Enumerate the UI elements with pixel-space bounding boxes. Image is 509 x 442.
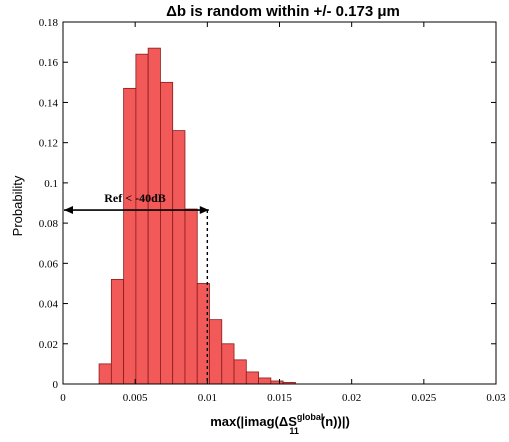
x-tick-label: 0 [60,392,66,404]
y-tick-label: 0.08 [39,218,59,230]
y-tick-label: 0.14 [39,97,59,109]
histogram-bar [110,279,125,385]
y-tick-label: 0.1 [44,178,58,190]
y-tick-label: 0.18 [39,17,59,29]
x-axis-label: max(|imag(ΔSglobal 11 (n))|) [210,412,350,436]
histogram-bar [135,53,149,385]
y-tick-label: 0.02 [39,339,58,351]
annotation-group [64,206,209,384]
y-tick-label: 0.16 [39,57,59,69]
histogram-bar [98,363,112,385]
x-label-superscript: global [297,412,324,422]
histogram-bar [172,130,186,385]
histogram-bar [221,343,235,385]
y-tick-label: 0 [53,379,59,391]
chart-title: Δb is random within +/- 0.173 μm [166,3,400,20]
arrow-head-left [64,206,73,215]
x-label-prefix: max(|imag( [210,414,279,429]
y-tick-label: 0.06 [39,258,59,270]
histogram-bars [98,47,296,385]
x-label-subscript: 11 [289,426,299,436]
annotation-text: Ref < -40dB [104,191,166,205]
x-tick-label: 0.005 [123,392,148,404]
histogram-bar [147,47,161,385]
histogram-bar [245,371,259,385]
axis-ticks: 0 0.005 0.01 0.015 0.02 0.025 0.03 0 0.02 0.04 0.0… [39,17,506,404]
x-label-suffix: (n))|) [321,414,350,429]
y-tick-label: 0.12 [39,138,58,150]
x-label-delta: Δ [279,414,288,429]
x-label-symbol: S [288,414,297,429]
x-tick-label: 0.01 [198,392,217,404]
y-axis-label: Probability [10,175,25,236]
arrow-head-right [199,206,209,215]
x-tick-label: 0.02 [342,392,361,404]
histogram-bar [209,319,223,385]
histogram-bar [258,377,272,385]
histogram-bar [160,81,174,385]
histogram-bar [123,87,137,385]
histogram-bar [233,359,247,385]
y-tick-label: 0.04 [39,299,59,311]
histogram-bar [184,208,198,385]
x-tick-label: 0.03 [486,392,506,404]
x-tick-label: 0.025 [411,392,436,404]
x-tick-label: 0.015 [267,392,292,404]
